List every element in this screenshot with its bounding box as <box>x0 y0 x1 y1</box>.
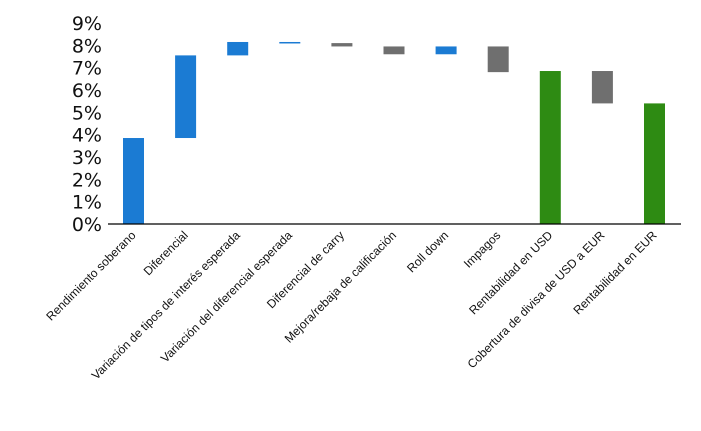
x-tick-label: Impagos <box>461 228 503 270</box>
y-tick-label: 7% <box>72 58 102 80</box>
y-tick-label: 0% <box>72 214 102 236</box>
x-axis-labels: Rendimiento soberano DiferencialVariación… <box>43 228 660 382</box>
y-tick-label: 4% <box>72 125 102 147</box>
y-tick-label: 8% <box>72 35 102 57</box>
bar <box>383 46 405 55</box>
bar <box>435 46 457 55</box>
bar <box>644 103 665 224</box>
bar <box>487 46 509 73</box>
x-tick-label: Rendimiento soberano <box>43 228 139 324</box>
bar <box>591 71 613 104</box>
x-tick-label: Diferencial <box>141 228 191 278</box>
y-tick-label: 5% <box>72 102 102 124</box>
bar <box>539 71 561 225</box>
bar <box>331 43 353 47</box>
x-tick-label: Mejora/rebaja de calificación <box>282 228 399 345</box>
y-tick-label: 6% <box>72 80 102 102</box>
y-tick-label: 2% <box>72 169 102 191</box>
bar <box>123 138 144 224</box>
y-tick-label: 1% <box>72 192 102 214</box>
y-axis-ticks: 0%1%2%3%4%5%6%7%8%9% <box>72 13 102 236</box>
bar <box>279 41 301 44</box>
bars <box>123 41 665 225</box>
y-tick-label: 3% <box>72 147 102 169</box>
y-tick-label: 9% <box>72 13 102 35</box>
bar <box>175 55 197 139</box>
bar <box>227 41 249 56</box>
x-tick-label: Roll down <box>404 228 451 275</box>
